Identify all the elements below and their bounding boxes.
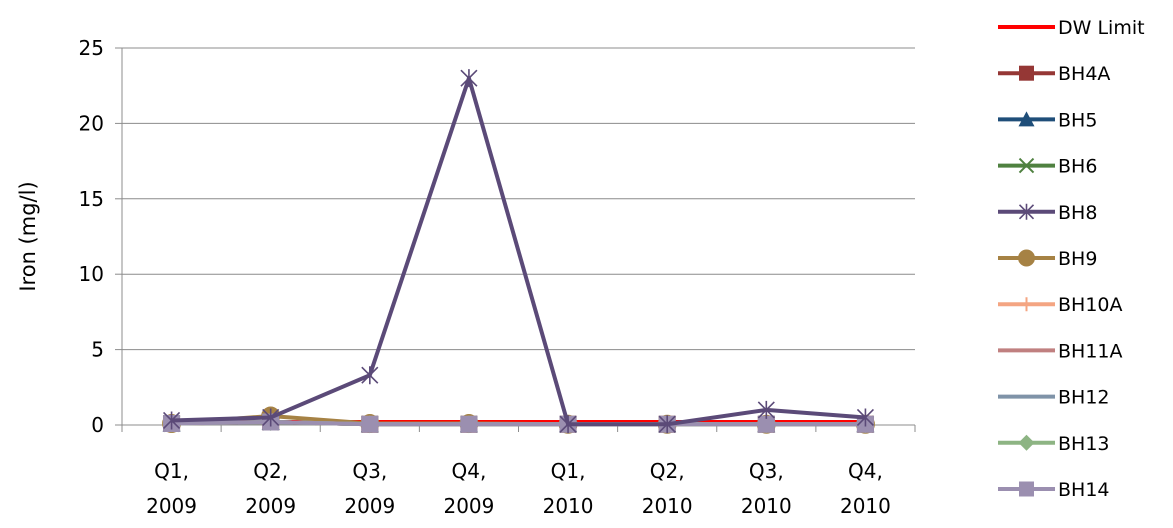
legend-item: BH10A xyxy=(998,294,1123,316)
legend-item: BH14 xyxy=(998,479,1110,501)
x-tick-label: 2010 xyxy=(741,494,792,518)
legend-item: BH6 xyxy=(998,156,1097,178)
legend-marker xyxy=(1018,434,1035,451)
data-point xyxy=(757,400,775,419)
x-tick-label: Q2, xyxy=(253,459,288,483)
series-line xyxy=(171,76,866,427)
legend-item: BH13 xyxy=(998,433,1110,455)
legend-marker xyxy=(1019,65,1034,81)
legend-label: BH14 xyxy=(1058,479,1110,501)
series-bh8 xyxy=(162,69,875,434)
legend-item: BH4A xyxy=(998,63,1110,85)
legend-label: BH5 xyxy=(1058,109,1097,131)
x-tick-label: Q4, xyxy=(452,459,487,483)
legend-label: BH4A xyxy=(1058,63,1110,85)
legend-marker xyxy=(1019,481,1034,497)
legend-marker xyxy=(1018,203,1035,220)
legend-label: BH10A xyxy=(1058,294,1123,316)
legend-item: BH11A xyxy=(998,340,1123,362)
x-tick-label: 2010 xyxy=(840,494,891,518)
legend-marker xyxy=(1019,297,1034,312)
legend: DW Limit BH4A BH5 BH6 BH8 BH9 BH10A BH11A BH12 BH… xyxy=(998,17,1145,501)
x-tick-label: Q1, xyxy=(154,459,189,483)
data-point xyxy=(658,415,676,434)
y-tick-label: 10 xyxy=(79,262,104,286)
legend-item: BH8 xyxy=(998,202,1097,224)
legend-label: BH8 xyxy=(1058,202,1097,224)
legend-item: BH12 xyxy=(998,387,1110,409)
series-line xyxy=(171,419,866,427)
x-tick-label: 2009 xyxy=(344,494,395,518)
legend-label: BH6 xyxy=(1058,156,1097,178)
series-lines xyxy=(162,69,875,434)
y-tick-label: 25 xyxy=(79,36,104,60)
legend-label: BH13 xyxy=(1058,433,1110,455)
legend-item: BH5 xyxy=(998,109,1097,131)
axes: 0 5 10 15 20 25 Q1, 2009 Q2, 2009 Q3, 2009 Q4, 2009 Q1… xyxy=(16,36,916,518)
x-tick-label: Q1, xyxy=(551,459,586,483)
x-tick-label: 2010 xyxy=(543,494,594,518)
y-tick-label: 15 xyxy=(79,187,104,211)
legend-label: BH12 xyxy=(1058,387,1110,409)
legend-marker xyxy=(1018,111,1035,127)
legend-item: DW Limit xyxy=(998,17,1145,39)
legend-marker xyxy=(1018,249,1035,267)
x-tick-label: Q2, xyxy=(650,459,685,483)
gridlines xyxy=(122,47,915,351)
x-tick-label: 2009 xyxy=(146,494,197,518)
legend-item: BH9 xyxy=(998,248,1097,270)
legend-marker xyxy=(1018,157,1035,174)
data-point xyxy=(460,415,478,433)
x-tick-label: Q4, xyxy=(848,459,883,483)
data-point xyxy=(559,415,577,434)
x-tick-label: Q3, xyxy=(749,459,784,483)
x-tick-label: 2010 xyxy=(642,494,693,518)
x-tick-label: 2009 xyxy=(443,494,494,518)
data-point xyxy=(856,408,875,427)
data-point xyxy=(460,69,478,88)
x-tick-label: Q3, xyxy=(352,459,387,483)
y-tick-label: 20 xyxy=(79,111,104,135)
data-point xyxy=(262,408,280,427)
data-point xyxy=(361,415,379,433)
x-tick-label: 2009 xyxy=(245,494,296,518)
legend-label: BH11A xyxy=(1058,340,1123,362)
data-point xyxy=(361,366,379,385)
legend-label: BH9 xyxy=(1058,248,1097,270)
y-axis-title: Iron (mg/l) xyxy=(16,181,40,291)
y-tick-label: 5 xyxy=(91,338,104,362)
legend-label: DW Limit xyxy=(1058,17,1145,39)
data-point xyxy=(162,411,181,430)
y-tick-label: 0 xyxy=(91,413,104,437)
